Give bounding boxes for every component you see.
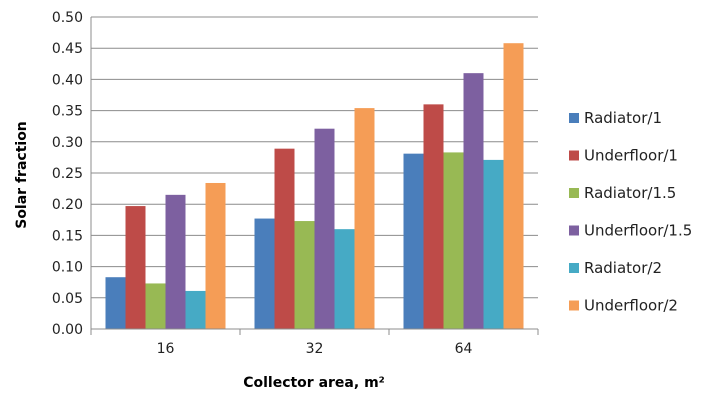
y-tick-labels: 0.00 0.05 0.10 0.15 0.20 0.25 0.30 0.35 0.40 0.45…	[52, 10, 83, 338]
bar	[354, 108, 375, 329]
x-tick-labels: 16 32 64	[157, 341, 473, 357]
bar	[105, 277, 126, 329]
legend-swatch	[569, 225, 579, 236]
y-tick-label: 0.15	[52, 228, 83, 244]
bar	[463, 73, 484, 329]
axes	[90, 17, 539, 335]
x-tick-label: 32	[306, 341, 324, 357]
bar	[403, 153, 424, 329]
y-tick-label: 0.20	[52, 197, 83, 213]
legend-label: Radiator/2	[584, 259, 662, 277]
legend-label: Underfloor/1	[584, 147, 678, 165]
bar	[334, 229, 355, 329]
bar	[145, 283, 166, 329]
legend-swatch	[569, 113, 579, 123]
y-tick-label: 0.25	[52, 166, 83, 182]
x-tick-label: 64	[455, 341, 473, 357]
bar	[314, 128, 335, 329]
bar	[165, 194, 186, 329]
bar	[423, 104, 444, 329]
y-tick-label: 0.00	[52, 322, 83, 338]
x-tick-label: 16	[157, 341, 175, 357]
bar	[125, 206, 146, 329]
legend-swatch	[569, 150, 579, 161]
legend-label: Underfloor/1.5	[584, 222, 692, 240]
y-tick-label: 0.35	[52, 104, 83, 120]
legend-swatch	[569, 188, 579, 198]
legend-label: Radiator/1.5	[584, 184, 676, 202]
legend-swatch	[569, 300, 579, 311]
legend-label: Radiator/1	[584, 109, 662, 127]
y-axis-title: Solar fraction	[14, 121, 30, 229]
bar	[443, 152, 464, 329]
legend-label: Underfloor/2	[584, 297, 678, 315]
bar	[185, 290, 206, 329]
y-tick-label: 0.10	[52, 260, 83, 276]
legend: Radiator/1 Underfloor/1 Radiator/1.5 Underf…	[569, 109, 692, 315]
bar	[503, 43, 524, 329]
y-tick-label: 0.05	[52, 291, 83, 307]
bar	[294, 221, 315, 329]
legend-swatch	[569, 263, 579, 273]
y-tick-label: 0.40	[52, 72, 83, 88]
y-tick-label: 0.50	[52, 10, 83, 26]
bars	[105, 43, 524, 329]
y-tick-label: 0.30	[52, 135, 83, 151]
bar	[205, 182, 226, 329]
bar	[274, 148, 295, 329]
x-axis-title: Collector area, m²	[243, 375, 385, 391]
y-tick-label: 0.45	[52, 41, 83, 57]
bar	[483, 159, 504, 329]
bar	[254, 218, 275, 329]
